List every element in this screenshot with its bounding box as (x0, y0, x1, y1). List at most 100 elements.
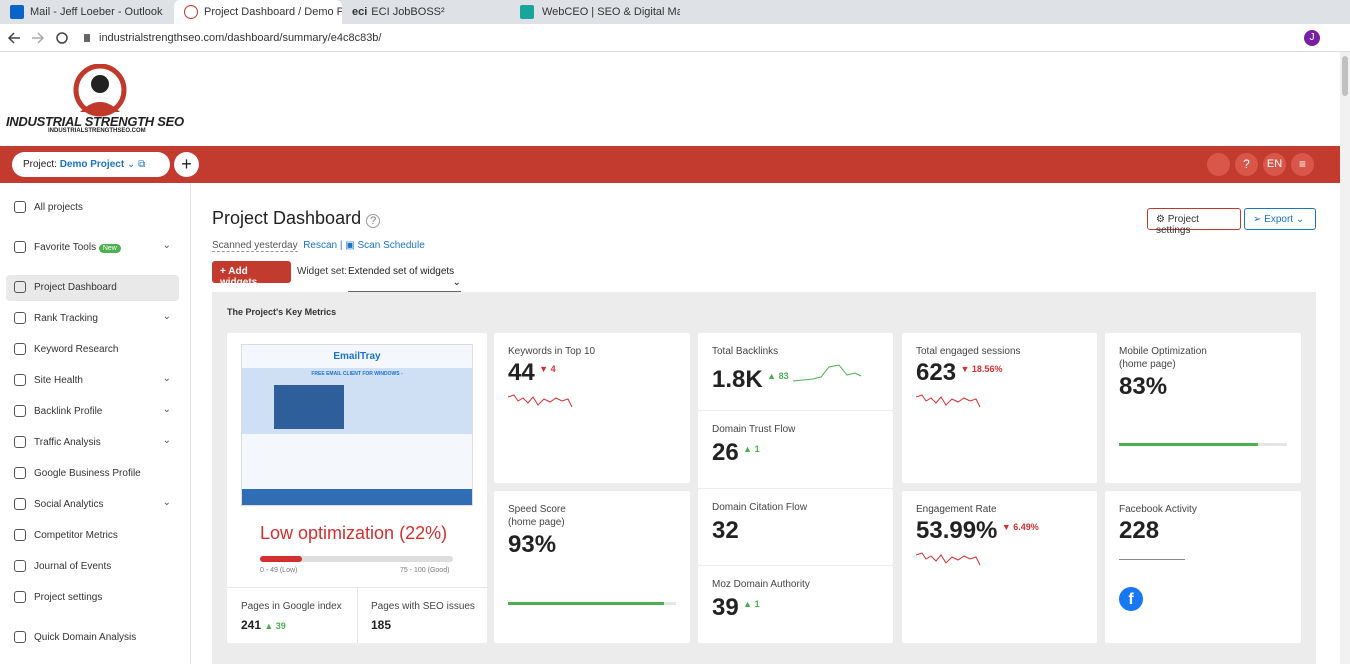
sidebar-icon (14, 436, 26, 448)
tab[interactable]: Mail - Jeff Loeber - Outlook (0, 0, 172, 24)
add-project[interactable]: + (174, 152, 199, 177)
sidebar-item[interactable]: Social Analytics ⌄ (6, 492, 179, 518)
decor: ⌄ (162, 311, 171, 322)
metric-label: Keywords in Top 10 (508, 345, 595, 358)
scrollbar (1340, 52, 1350, 664)
decor: 39 (712, 594, 739, 621)
decor: 53.99% (916, 517, 998, 544)
sidebar-icon (14, 498, 26, 510)
menu-button[interactable]: ≡ (1291, 153, 1314, 176)
sidebar-icon (14, 631, 26, 643)
decor (915, 547, 986, 576)
tab[interactable]: WebCEO | SEO & Digital Marketi (512, 0, 680, 24)
metric-card[interactable]: Speed Score (home page) 93% (494, 491, 690, 643)
sparkline (915, 552, 981, 566)
progress-track (508, 602, 676, 605)
decor: eci (352, 6, 368, 18)
decor (915, 552, 981, 566)
decor (1119, 559, 1185, 560)
rescan[interactable]: Rescan (303, 240, 338, 251)
widget-set-select[interactable]: Extended set of widgets ⌄ (348, 266, 461, 292)
sidebar-label: Journal of Events (34, 561, 112, 572)
metric-card[interactable]: Domain Citation Flow 32 (698, 489, 893, 565)
sidebar-label: Traffic Analysis (34, 437, 101, 448)
decor: Demo Project (59, 159, 125, 170)
add-widgets-button[interactable]: + Add widgets (212, 261, 291, 288)
sidebar-label: Social Analytics (34, 499, 104, 510)
metric-card[interactable]: Total Backlinks 1.8K ▲ 83 (698, 333, 893, 410)
site-card: EmailTray FREE EMAIL CLIENT FOR WINDOWS … (227, 333, 487, 643)
decor: ⌄ (162, 373, 171, 384)
sidebar-icon (14, 529, 26, 541)
url[interactable]: industrialstrengthseo.com/dashboard/summ… (99, 32, 382, 44)
decor: Export (1264, 214, 1294, 225)
project-settings-button[interactable]: ⚙ Project settings (1147, 208, 1241, 236)
tab[interactable]: Project Dashboard / Demo Proje (174, 0, 342, 24)
help-button[interactable]: ? (1235, 153, 1258, 176)
sidebar-item[interactable]: Google Business Profile (6, 461, 179, 487)
scan-schedule[interactable]: ▣ Scan Schedule (345, 240, 425, 251)
nav-buttons[interactable] (0, 24, 120, 52)
metric-change: ▲ 1 (743, 444, 760, 454)
decor: | (339, 240, 343, 251)
scan-info: Scanned yesterday Rescan | ▣ Scan Schedu… (212, 240, 425, 252)
decor: Scan Schedule (357, 240, 425, 251)
sidebar-item[interactable]: Keyword Research (6, 337, 179, 363)
page-title: Project Dashboard ? (212, 208, 381, 229)
decor: 83% (1119, 373, 1168, 400)
sidebar-item[interactable]: Project settings (6, 585, 179, 611)
decor: 241 (241, 618, 262, 632)
metric-card[interactable]: Total engaged sessions 623 ▼ 18.56% (902, 333, 1097, 483)
facebook-icon: f (1119, 587, 1143, 611)
decor: EmailTray (333, 351, 381, 362)
decor: 623 (916, 359, 957, 386)
sidebar-label: Backlink Profile (34, 406, 103, 417)
metric-card[interactable]: Facebook Activity 228 f (1105, 491, 1301, 643)
decor: Domain Citation Flow (712, 502, 808, 513)
sidebar-item[interactable]: Rank Tracking ⌄ (6, 306, 179, 332)
sidebar-item[interactable]: Competitor Metrics (6, 523, 179, 549)
sidebar-item[interactable]: Favorite Tools New ⌄ (6, 235, 179, 261)
metric-card[interactable]: Domain Trust Flow 26 ▲ 1 (698, 411, 893, 488)
decor (7, 32, 20, 44)
decor: Total Backlinks (712, 346, 779, 357)
sidebar-item[interactable]: Backlink Profile ⌄ (6, 399, 179, 425)
users-button[interactable] (1207, 153, 1230, 176)
sidebar-label: Keyword Research (34, 344, 119, 355)
tab[interactable]: eci ECI JobBOSS² (344, 0, 510, 24)
sidebar-item[interactable]: Traffic Analysis ⌄ (6, 430, 179, 456)
decor: Add widgets (220, 266, 258, 288)
metric-card[interactable]: Moz Domain Authority 39 ▲ 1 (698, 566, 893, 643)
sidebar-item[interactable]: Quick Domain Analysis (6, 625, 179, 651)
metric-label: Total Backlinks (712, 345, 778, 358)
sparkline (792, 364, 862, 382)
decor (792, 364, 862, 382)
sidebar-item[interactable]: Journal of Events (6, 554, 179, 580)
decor: ⌄ (162, 497, 171, 508)
pages-index: 241 ▲ 39 (241, 618, 286, 632)
sidebar-item[interactable]: All projects (6, 195, 179, 221)
metric-card[interactable]: Keywords in Top 10 44 ▼ 4 (494, 333, 690, 483)
metric-card[interactable]: Engagement Rate 53.99% ▼ 6.49% (902, 491, 1097, 643)
site-preview: EmailTray FREE EMAIL CLIENT FOR WINDOWS … (241, 344, 473, 506)
sidebar-label: Quick Domain Analysis (34, 632, 137, 643)
sidebar-item[interactable]: Project Dashboard (6, 275, 179, 301)
metric-card[interactable]: Mobile Optimization (home page) 83% (1105, 333, 1301, 483)
project-selector[interactable]: Project: Demo Project ⌄ ⧉ (12, 152, 170, 177)
sidebar-icon (14, 374, 26, 386)
export-button[interactable]: ➢ Export ⌄ (1244, 208, 1316, 230)
sidebar-item[interactable]: Site Health ⌄ (6, 368, 179, 394)
profile[interactable]: J (1304, 30, 1320, 46)
decor (73, 64, 127, 117)
metric-value: 26 ▲ 1 (712, 439, 760, 467)
decor (507, 394, 573, 408)
decor: Mail - Jeff Loeber - Outlook (30, 6, 163, 18)
language[interactable]: EN (1263, 153, 1286, 176)
decor: Facebook Activity (1119, 504, 1197, 515)
decor: ⌄ (162, 404, 171, 415)
metric-value: 93% (508, 531, 556, 559)
metric-label: Facebook Activity (1119, 503, 1197, 516)
top-bar (0, 146, 1340, 183)
decor: 39 (275, 621, 286, 631)
